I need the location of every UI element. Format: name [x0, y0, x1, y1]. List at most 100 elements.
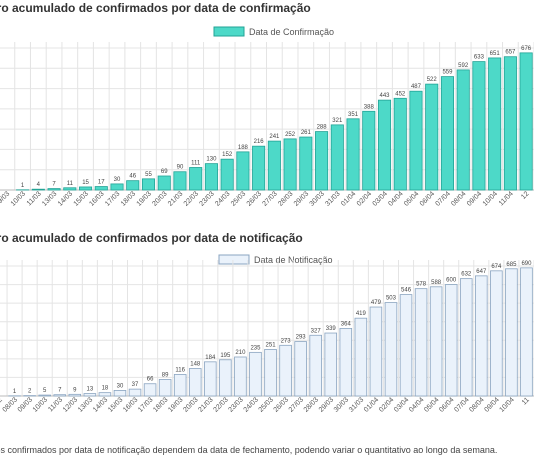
confirmation-tick-label: 11/04	[498, 190, 515, 207]
confirmation-bar-27-03	[267, 140, 281, 191]
confirmation-tick-label: 04/04	[387, 190, 404, 207]
confirmation-tick-label: 07/04	[435, 190, 452, 207]
notification-tick-label: 09/03	[17, 396, 34, 413]
notification-data-label: 18	[102, 386, 109, 392]
notification-tick-label: 22/03	[212, 396, 229, 413]
confirmation-tick-label: 23/03	[198, 190, 215, 207]
confirmation-bar-30-03	[315, 131, 329, 191]
notification-chart: Data de Notificação 02 108/03 209/03 5 10/03 7…	[0, 254, 534, 414]
notification-bar-07-04	[459, 278, 473, 397]
notification-tick-label: 01/04	[363, 396, 380, 413]
notification-data-label: 235	[250, 345, 261, 351]
notification-tick-label: 29/03	[318, 396, 335, 413]
notification-data-label: 30	[117, 383, 124, 389]
notification-data-label: 503	[386, 296, 397, 302]
notification-tick-label: 30/03	[333, 396, 350, 413]
confirmation-data-label: 351	[348, 112, 359, 118]
confirmation-data-label: 452	[395, 91, 406, 97]
notification-chart-title: ero acumulado de confirmados por data de…	[0, 231, 303, 245]
confirmation-data-label: 55	[145, 172, 152, 178]
confirmation-tick-label: 27/03	[261, 190, 278, 207]
notification-data-label: 273	[281, 338, 292, 344]
notification-bar-14-03	[98, 392, 112, 397]
confirmation-data-label: 7	[52, 182, 56, 188]
confirmation-bar-22-03	[189, 167, 203, 191]
notification-bar-21-03	[204, 361, 217, 397]
confirmation-bar-20-03	[157, 175, 171, 191]
confirmation-data-label: 152	[222, 152, 233, 158]
notification-bar-31-03	[354, 317, 368, 397]
confirmation-data-label: 188	[238, 145, 249, 151]
notification-bar-02-04	[384, 302, 398, 397]
notification-data-label: 9	[73, 387, 77, 393]
notification-tick-label: 11/03	[47, 396, 64, 413]
confirmation-data-label: 288	[317, 125, 328, 131]
notification-tick-label: 08/03	[2, 396, 19, 413]
confirmation-bar-01-04	[346, 118, 360, 191]
confirmation-legend-label: Data de Confirmação	[249, 27, 334, 37]
notification-tick-label: 23/03	[227, 396, 244, 413]
notification-tick-label: 07/04	[453, 396, 470, 413]
notification-tick-label: 14/03	[92, 396, 109, 413]
confirmation-data-label: 69	[161, 169, 168, 175]
notification-bar-23-03	[234, 356, 247, 397]
notification-bar-10-04	[505, 268, 518, 397]
confirmation-data-label: 592	[458, 63, 469, 69]
notification-data-label: 674	[491, 264, 502, 270]
notification-data-label: 479	[371, 300, 382, 306]
notification-tick-label: 03/04	[393, 396, 410, 413]
confirmation-data-label: 216	[254, 139, 265, 145]
confirmation-bar-14-03	[63, 187, 77, 191]
confirmation-bar-29-03	[299, 136, 313, 191]
confirmation-bar-21-03	[173, 171, 187, 191]
notification-bar-06-04	[444, 284, 458, 397]
notification-bar-10-03	[38, 394, 51, 397]
confirmation-bar-26-03	[252, 145, 266, 191]
confirmation-bar-23-03	[204, 163, 218, 191]
notification-bar-08-04	[475, 275, 488, 397]
notification-data-label: 7	[58, 388, 62, 394]
notification-bar-28-03	[309, 334, 322, 397]
confirmation-data-label: 46	[129, 174, 136, 180]
confirmation-data-label: 443	[380, 93, 391, 99]
confirmation-tick-label: 08/04	[450, 190, 467, 207]
confirmation-bar-31-03	[330, 124, 344, 191]
notification-bar-22-03	[219, 359, 232, 397]
confirmation-data-label: 522	[427, 77, 438, 83]
confirmation-bar-28-03	[283, 138, 297, 191]
confirmation-tick-label: 28/03	[277, 190, 294, 207]
notification-bar-20-03	[188, 368, 202, 397]
confirmation-bar-02-04	[362, 110, 376, 191]
confirmation-tick-label: 09/04	[466, 190, 483, 207]
confirmation-tick-label: 31/03	[324, 190, 341, 207]
confirmation-data-label: 130	[206, 157, 217, 163]
notification-bars: 02108/03209/03510/03711/03912/031313/031…	[0, 261, 533, 414]
confirmation-data-label: 15	[82, 180, 89, 186]
notification-tick-label: 20/03	[182, 396, 199, 413]
confirmation-bar-05-04	[409, 90, 423, 191]
notification-bar-03-04	[399, 294, 413, 397]
confirmation-data-label: 111	[191, 160, 201, 166]
confirmation-data-label: 676	[521, 46, 532, 52]
notification-tick-label: 13/03	[77, 396, 94, 413]
notification-data-label: 89	[162, 372, 169, 378]
notification-data-label: 5	[43, 388, 47, 394]
confirmation-bar-17-03	[110, 183, 124, 191]
notification-bar-18-03	[158, 379, 172, 397]
confirmation-data-label: 30	[114, 177, 121, 183]
notification-bar-25-03	[264, 348, 277, 397]
confirmation-data-label: 633	[474, 55, 485, 61]
confirmation-tick-label: 25/03	[230, 190, 247, 207]
confirmation-tick-label: 16/03	[88, 190, 105, 207]
notification-tick-label: 31/03	[348, 396, 365, 413]
notification-bar-19-03	[173, 374, 187, 397]
confirmation-bar-13-03	[47, 188, 61, 191]
notification-tick-label: 06/04	[438, 396, 455, 413]
confirmation-data-label: 4	[37, 182, 41, 188]
confirmation-data-label: 487	[411, 84, 422, 90]
confirmation-tick-label: 24/03	[214, 190, 231, 207]
notification-tick-label: 24/03	[243, 396, 260, 413]
notification-bar-29-03	[324, 332, 338, 397]
notification-tick-label: 04/04	[408, 396, 425, 413]
notification-tick-label: 02	[0, 396, 4, 407]
